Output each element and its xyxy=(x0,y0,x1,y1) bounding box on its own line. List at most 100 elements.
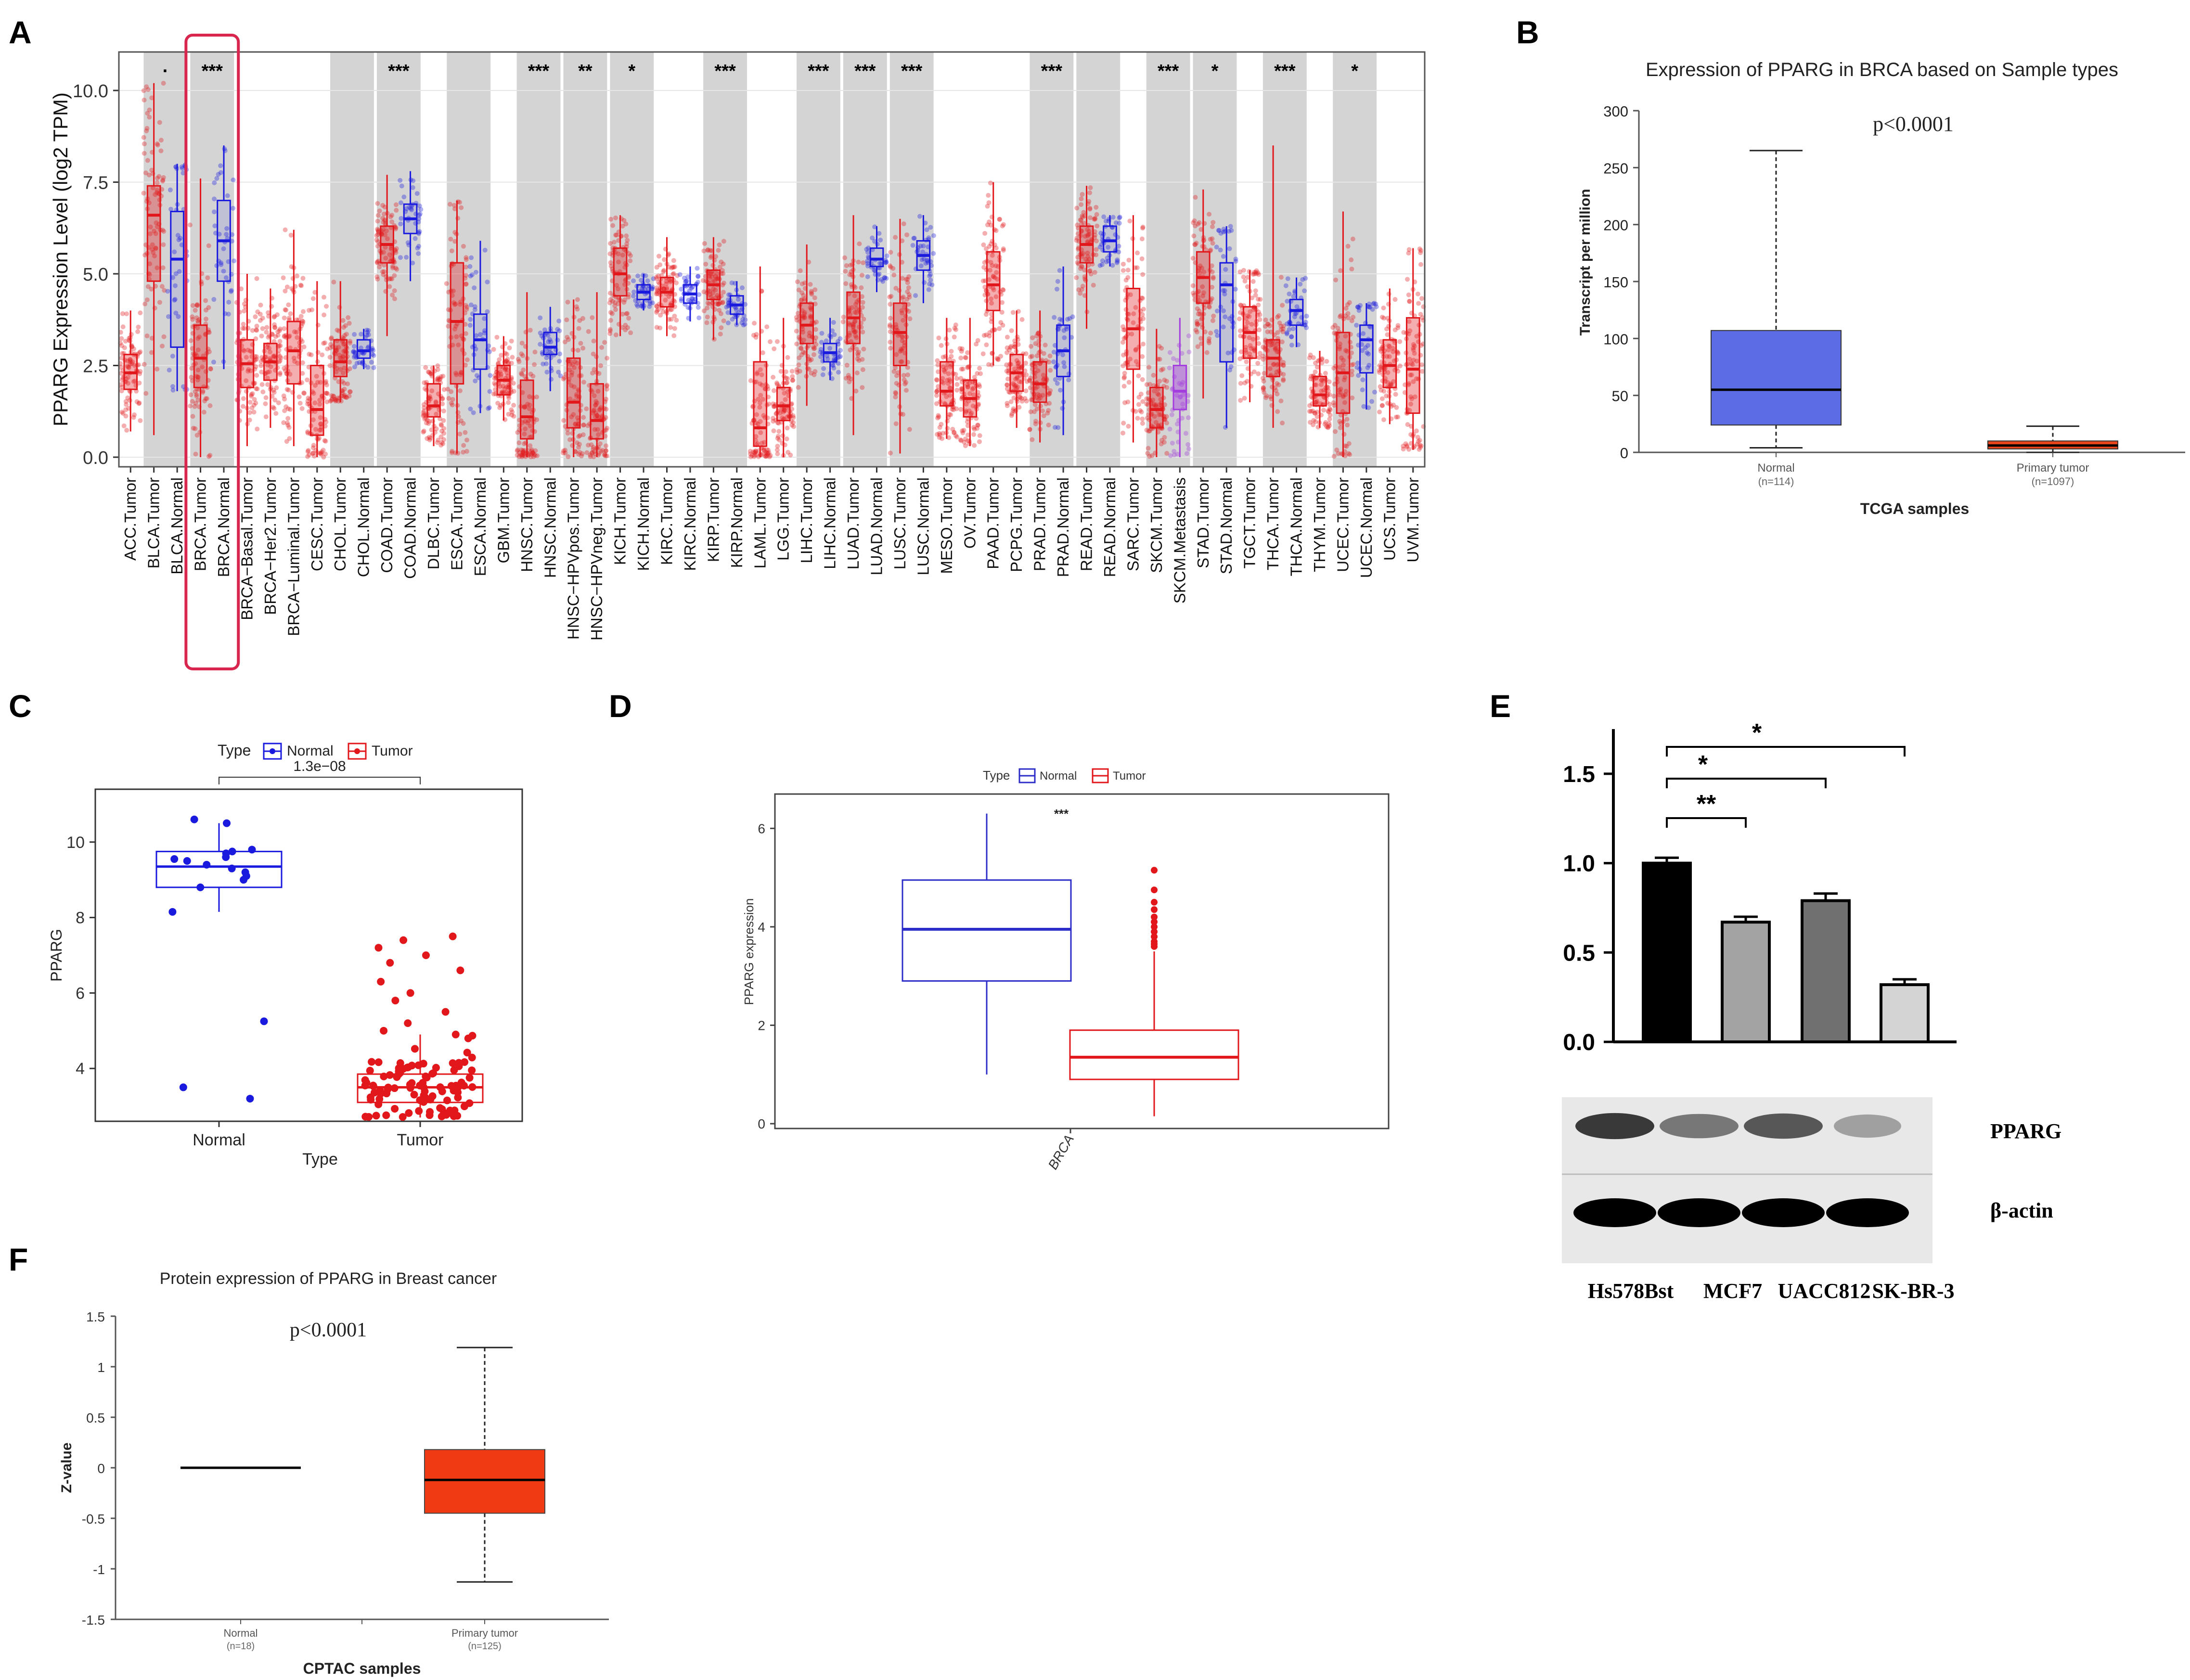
data-point xyxy=(1237,356,1243,361)
data-point xyxy=(150,247,155,252)
data-point xyxy=(1078,217,1083,222)
data-point xyxy=(534,417,540,423)
data-point xyxy=(1256,371,1261,376)
data-point xyxy=(1244,359,1249,364)
data-point xyxy=(580,316,585,321)
data-point xyxy=(599,345,605,350)
data-point xyxy=(1214,308,1220,314)
data-point xyxy=(282,366,287,371)
data-point xyxy=(389,276,395,282)
y-axis-title: PPARG expression xyxy=(742,898,756,1005)
data-point xyxy=(547,350,553,355)
data-point xyxy=(394,207,399,213)
data-point xyxy=(893,235,898,240)
box-body xyxy=(543,332,558,356)
data-point xyxy=(1135,250,1140,256)
data-point xyxy=(166,314,171,319)
data-point xyxy=(434,411,439,417)
data-point xyxy=(468,302,474,308)
data-point xyxy=(452,230,458,235)
data-point xyxy=(1334,447,1340,452)
data-point xyxy=(590,315,595,321)
data-point xyxy=(624,311,629,316)
y-tick-label: 5.0 xyxy=(83,265,108,285)
group-shade xyxy=(447,52,491,467)
data-point xyxy=(472,304,477,309)
data-point xyxy=(499,372,504,377)
data-point xyxy=(380,269,385,274)
data-point xyxy=(263,395,269,400)
data-point xyxy=(301,344,307,349)
data-point xyxy=(321,448,326,453)
data-point xyxy=(119,336,124,341)
data-point xyxy=(820,372,825,377)
data-point xyxy=(202,398,207,404)
data-point xyxy=(120,324,126,330)
data-point xyxy=(305,398,310,404)
data-point xyxy=(485,309,490,314)
significance-label: *** xyxy=(388,61,410,81)
box-hnsc-tumor xyxy=(515,292,540,460)
box-body xyxy=(1711,330,1842,426)
data-point xyxy=(393,248,398,253)
data-point xyxy=(947,327,952,333)
data-point xyxy=(1009,328,1014,333)
data-point xyxy=(984,332,989,337)
data-point xyxy=(1139,410,1144,415)
data-point xyxy=(332,397,337,402)
data-point xyxy=(1211,276,1216,281)
y-axis-title: PPARG Expression Level (log2 TPM) xyxy=(49,92,72,426)
data-point xyxy=(411,178,416,183)
blot-label: PPARG xyxy=(1990,1119,2061,1143)
x-tick-label: CHOL.Tumor xyxy=(331,477,349,571)
data-point xyxy=(937,435,942,440)
y-tick-label: 6 xyxy=(758,821,765,836)
data-point xyxy=(123,338,128,344)
data-point xyxy=(409,207,414,213)
data-point xyxy=(322,295,327,300)
data-point xyxy=(958,407,964,412)
data-point xyxy=(346,315,351,320)
data-point xyxy=(1418,262,1423,267)
data-point xyxy=(548,339,554,345)
data-point xyxy=(719,259,724,265)
data-point xyxy=(195,347,201,353)
data-point xyxy=(347,366,352,372)
data-point xyxy=(398,255,403,260)
data-point xyxy=(1302,288,1307,294)
data-point xyxy=(441,426,447,431)
data-point xyxy=(1032,402,1038,407)
data-point xyxy=(248,846,256,854)
data-point xyxy=(860,329,865,334)
data-point xyxy=(566,337,571,342)
data-point xyxy=(343,395,348,400)
data-point xyxy=(170,353,175,359)
box-body xyxy=(776,386,791,422)
data-point xyxy=(259,370,264,375)
data-point xyxy=(1312,410,1317,416)
data-point xyxy=(565,334,570,340)
data-point xyxy=(622,297,628,303)
box-coad-tumor xyxy=(374,175,399,336)
data-point xyxy=(705,306,710,311)
data-point xyxy=(253,336,258,341)
data-point xyxy=(194,433,200,438)
box-body xyxy=(1289,298,1304,326)
data-point xyxy=(1201,244,1207,249)
data-point xyxy=(1416,301,1421,306)
data-point xyxy=(743,317,748,322)
data-point xyxy=(1140,272,1146,277)
data-point xyxy=(1322,422,1327,427)
data-point xyxy=(607,251,613,256)
data-point xyxy=(516,440,522,446)
data-point xyxy=(203,396,208,401)
data-point xyxy=(129,361,134,366)
data-point xyxy=(337,356,343,361)
box-normal xyxy=(155,823,283,912)
data-point xyxy=(410,185,415,190)
data-point xyxy=(482,247,488,253)
data-point xyxy=(607,291,613,296)
legend-label: Tumor xyxy=(1113,769,1146,782)
data-point xyxy=(211,209,217,215)
data-point xyxy=(1289,334,1294,339)
